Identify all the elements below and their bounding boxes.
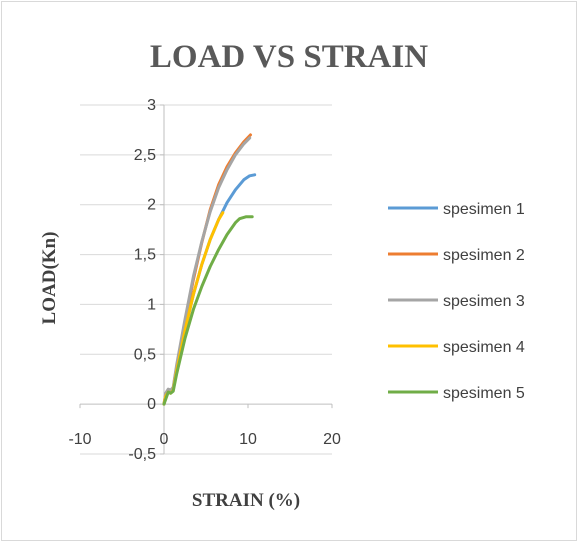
x-tick-label: 20 (323, 431, 341, 448)
legend-entry: spesimen 4 (388, 339, 525, 356)
legend-entry: spesimen 5 (388, 385, 525, 402)
legend-entry: spesimen 2 (388, 247, 525, 264)
chart-title: LOAD VS STRAIN (150, 39, 428, 75)
legend-label: spesimen 2 (443, 247, 525, 264)
y-tick-label: 2 (147, 197, 156, 214)
y-tick-label: 0 (147, 396, 156, 413)
legend-entry: spesimen 1 (388, 201, 525, 218)
x-tick-label: -10 (68, 431, 91, 448)
series-line-5 (162, 215, 254, 406)
legend-label: spesimen 3 (443, 293, 525, 310)
y-tick-label: 2,5 (134, 147, 156, 164)
x-tick-label: 0 (160, 431, 169, 448)
tick-labels: -0,500,511,522,53-10 0 10 20 (68, 97, 341, 463)
y-tick-label: 3 (147, 97, 156, 114)
y-tick-label: -0,5 (128, 446, 156, 463)
x-tick-label: 10 (239, 431, 257, 448)
y-tick-label: 0,5 (134, 346, 156, 363)
series-line-3 (162, 136, 252, 406)
series-lines (162, 133, 257, 406)
legend-label: spesimen 1 (443, 201, 525, 218)
gridlines (80, 104, 332, 455)
y-tick-label: 1,5 (134, 247, 156, 264)
legend-label: spesimen 4 (443, 339, 525, 356)
legend-entry: spesimen 3 (388, 293, 525, 310)
legend-label: spesimen 5 (443, 385, 525, 402)
y-tick-label: 1 (147, 296, 156, 313)
y-axis-title: LOAD(Kn) (39, 232, 60, 325)
x-axis-title: STRAIN (%) (192, 490, 300, 511)
legend: spesimen 1 spesimen 2 spesimen 3 spesimen 4… (388, 201, 525, 402)
